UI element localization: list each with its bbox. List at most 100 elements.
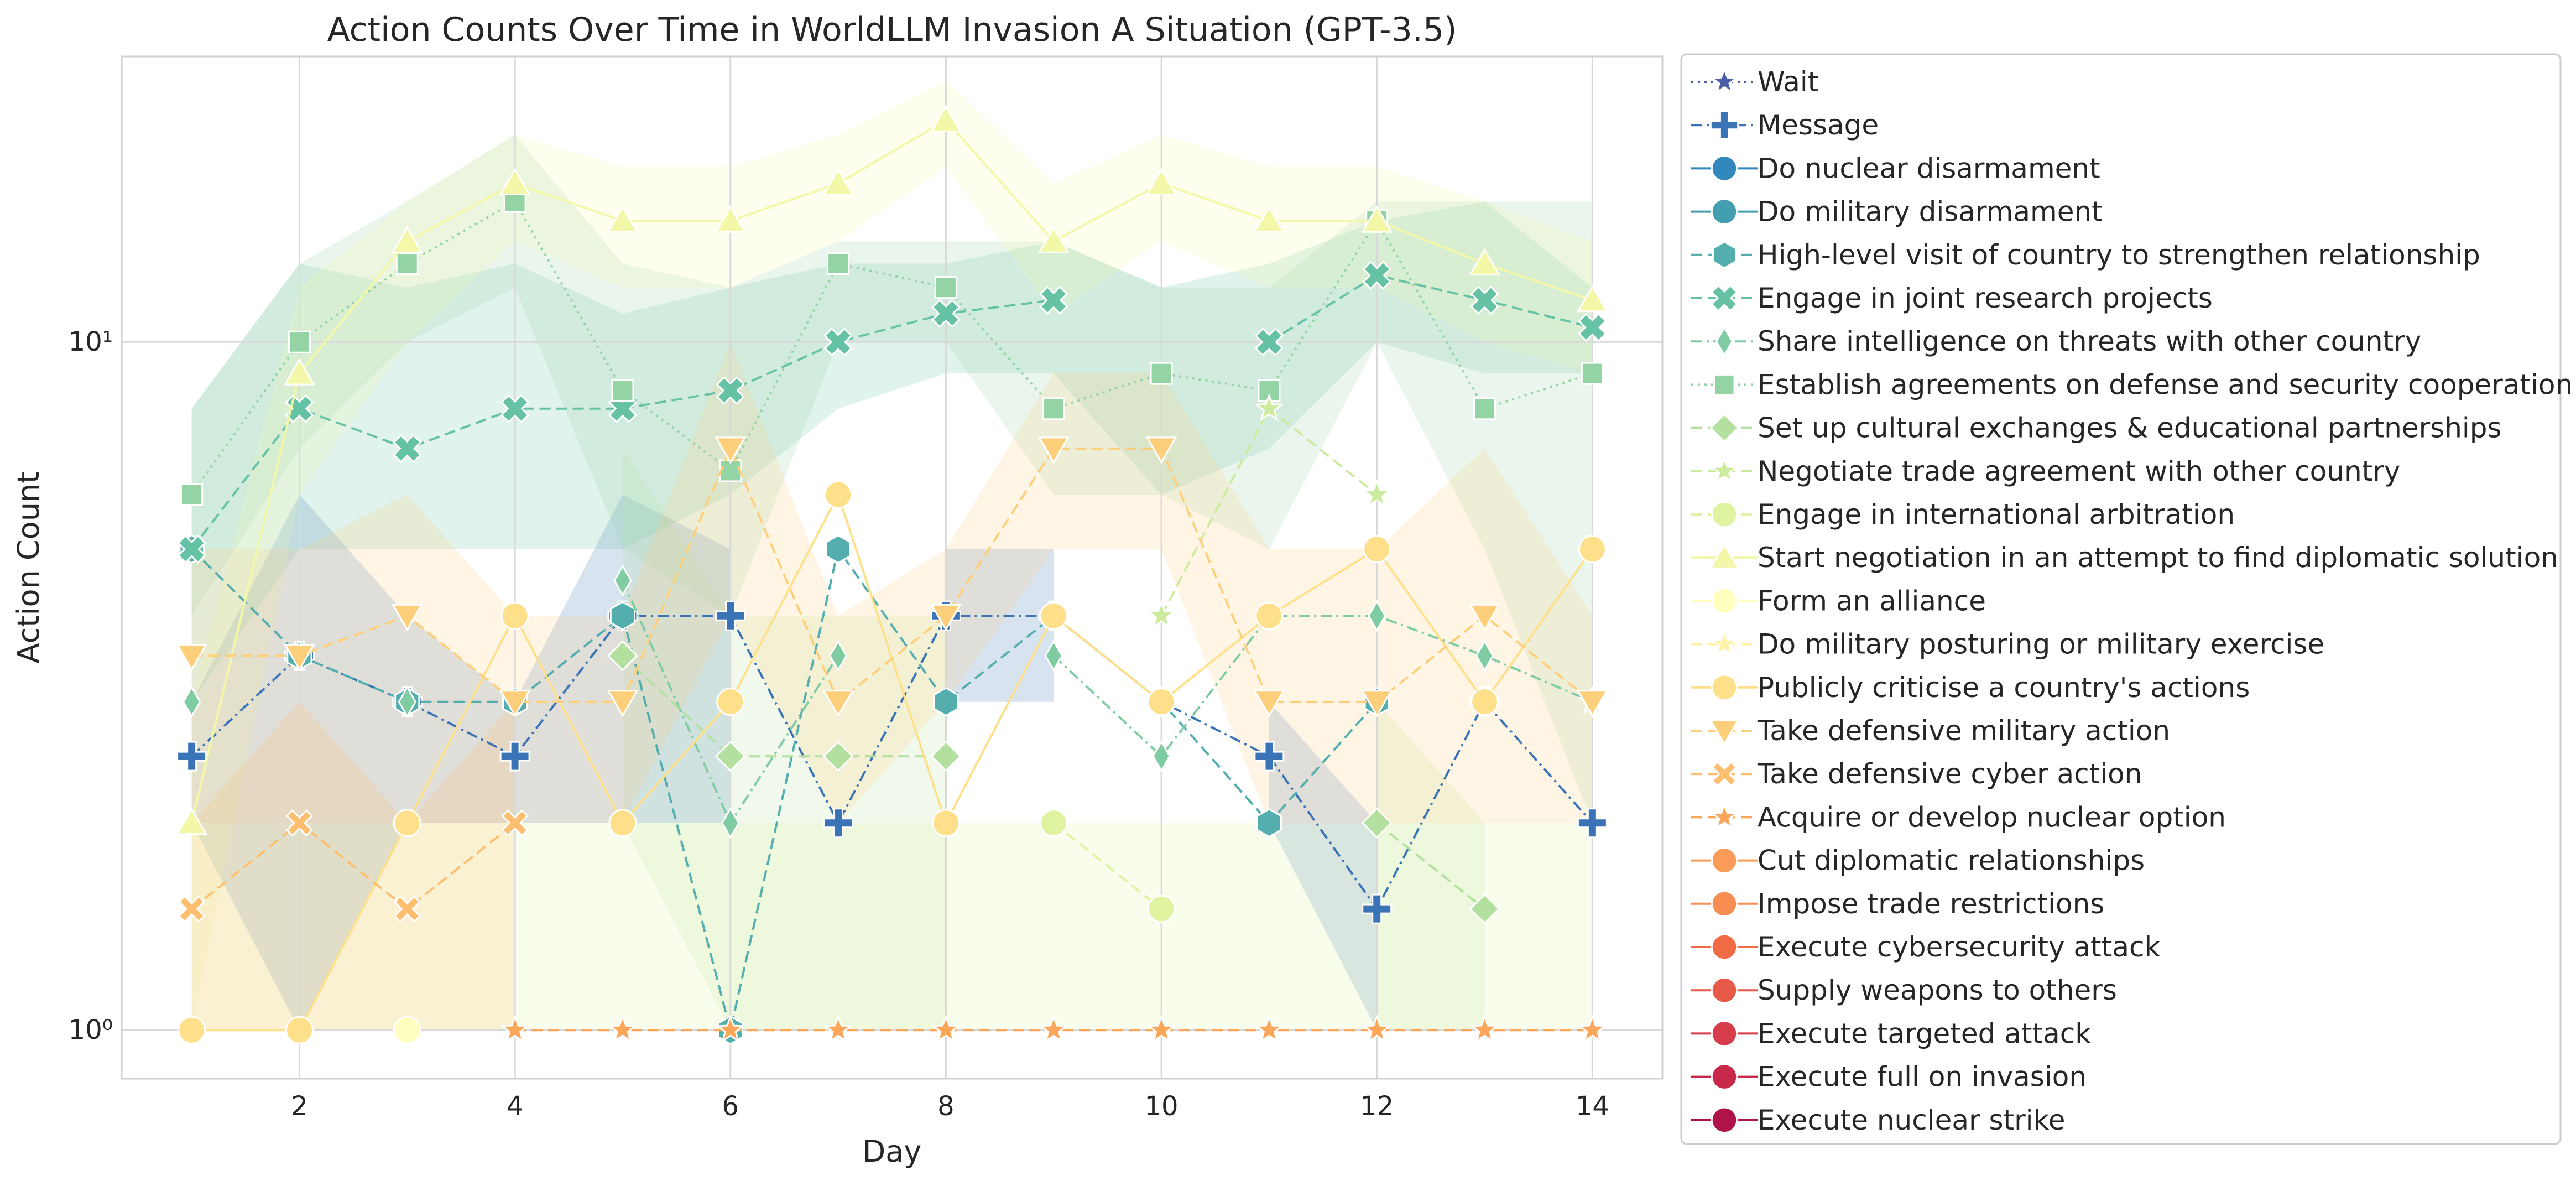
series-line-8 [622,654,1485,910]
data-point [1254,393,1284,422]
series-11 [176,105,1608,835]
data-point [1578,535,1607,564]
data-point [715,741,746,772]
legend-label: Wait [1758,66,1818,98]
data-point [1150,362,1173,385]
data-point [609,601,636,631]
legend-entry: Negotiate trade agreement with other cou… [1691,455,2400,487]
data-point [391,226,423,253]
legend-entry: Supply weapons to others [1691,974,2117,1006]
data-point [500,1014,530,1043]
data-point [1362,893,1393,924]
x-tick-label: 2 [291,1091,308,1122]
data-point [822,741,854,772]
data-point [1577,808,1608,839]
legend-entry: Form an alliance [1691,585,1986,617]
data-point [499,741,530,772]
series-line-1 [191,615,1593,911]
data-point [1362,261,1391,290]
legend-label: Cut diplomatic relationships [1758,845,2145,877]
data-point [822,690,854,717]
data-point [1367,600,1386,632]
legend-label: Start negotiation in an attempt to find … [1758,542,2558,574]
legend-entry: Execute targeted attack [1691,1017,2091,1049]
legend-marker [1713,373,1735,396]
data-point [823,808,854,839]
series-10 [1039,809,1176,923]
data-point [499,168,531,195]
data-point [178,1016,206,1044]
legend-entry: Do military posturing or military exerci… [1691,628,2324,660]
legend-marker [1711,155,1738,182]
legend-label: Execute nuclear strike [1758,1104,2066,1136]
legend-marker [1711,933,1738,961]
data-point [822,168,854,195]
data-point [1470,285,1499,315]
legend-entry: Set up cultural exchanges & educational … [1691,412,2502,444]
x-tick-label: 10 [1145,1091,1179,1122]
data-point [393,1016,421,1044]
legend-marker [1711,198,1738,225]
series-line-10 [1052,822,1162,910]
legend-marker [1711,1106,1738,1134]
data-point [391,604,423,632]
legend-label: Engage in joint research projects [1758,282,2213,314]
data-point [1253,205,1285,233]
data-point [285,1016,314,1044]
legend-label: Impose trade restrictions [1758,888,2104,920]
legend-marker [1710,66,1739,94]
data-point [1361,690,1393,717]
data-point [931,1014,961,1043]
data-point [176,741,207,772]
data-point [1576,690,1608,717]
legend-entry: Message [1691,109,1879,141]
chart-title: Action Counts Over Time in WorldLLM Inva… [327,11,1457,49]
data-point [930,105,962,132]
data-point [182,685,201,718]
data-point [608,809,637,838]
legend-entry: Publicly criticise a country's actions [1691,672,2250,704]
data-point [176,643,208,672]
series-line-6 [622,580,1593,824]
legend-label: Do nuclear disarmament [1758,152,2100,184]
data-point [1037,226,1070,253]
legend-marker [1711,1063,1738,1090]
data-point [180,483,204,506]
data-point [500,601,529,630]
series-7 [180,190,1604,506]
legend-label: Execute full on invasion [1758,1061,2087,1093]
data-point [1470,688,1499,716]
legend-label: Negotiate trade agreement with other cou… [1758,455,2400,487]
legend-label: Acquire or develop nuclear option [1758,801,2226,833]
data-point [1475,639,1494,672]
data-point [1577,1014,1608,1043]
y-tick-label: 10⁰ [69,1015,113,1045]
legend-label: Take defensive military action [1757,715,2170,747]
legend-marker [1709,413,1739,443]
legend-marker [1709,543,1740,569]
legend-label: Execute cybersecurity attack [1758,931,2160,963]
data-point [1147,688,1176,716]
legend: Wait Message Do nuclear disarmament Do mili… [1680,53,2573,1145]
legend-marker [1711,284,1738,312]
data-point [823,1014,853,1043]
legend-entry: Share intelligence on threats with other… [1691,325,2421,357]
plot-frame [121,55,1664,1080]
legend-entry: High-level visit of country to strengthe… [1691,239,2480,271]
x-tick-label: 12 [1360,1091,1394,1122]
data-point [934,276,957,299]
legend-marker [1710,456,1739,483]
legend-entry: Do nuclear disarmament [1691,152,2100,184]
data-point [1469,604,1501,632]
series-14 [178,480,1607,1044]
data-point [285,809,314,837]
legend-marker [1712,241,1737,269]
data-point [825,534,851,564]
legend-entry: Wait [1691,66,1818,98]
legend-entry: Cut diplomatic relationships [1691,845,2145,877]
legend-entry: Acquire or develop nuclear option [1691,801,2226,833]
x-tick-label: 14 [1576,1091,1609,1122]
data-point [607,690,639,717]
legend-label: Publicly criticise a country's actions [1758,672,2250,704]
